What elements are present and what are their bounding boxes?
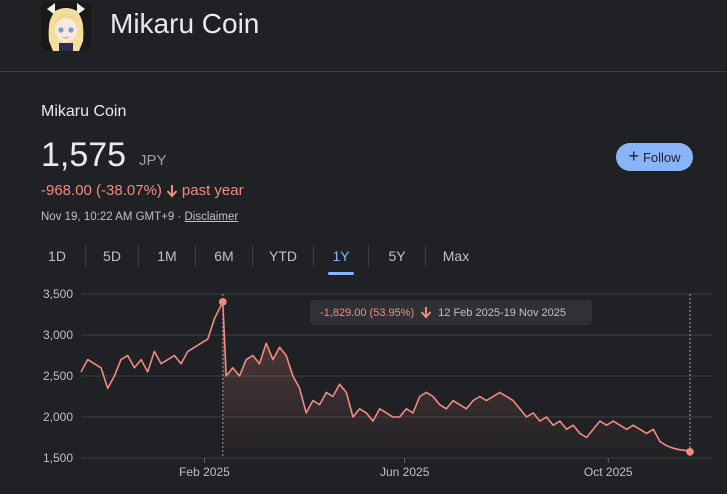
y-tick-label: 2,000 — [43, 410, 73, 424]
price-chart[interactable]: 3,500 3,000 2,500 2,000 1,500 Feb 2025 Jun 20… — [0, 280, 727, 494]
current-price-point[interactable] — [686, 448, 694, 456]
change-value: -968.00 (-38.07%) — [41, 182, 162, 199]
x-tick-label: Oct 2025 — [584, 465, 633, 479]
x-tick-label: Jun 2025 — [380, 465, 430, 479]
y-tick-label: 1,500 — [43, 451, 73, 465]
tab-divider — [195, 245, 196, 267]
coin-avatar — [41, 1, 91, 51]
app-header: Mikaru Coin — [0, 0, 727, 72]
tooltip-change: -1,829.00 (53.95%) — [320, 306, 415, 319]
tab-divider — [85, 245, 86, 267]
timestamp: Nov 19, 10:22 AM GMT+9 · — [41, 211, 185, 223]
quote-meta: Nov 19, 10:22 AM GMT+9 · Disclaimer — [41, 211, 238, 223]
asset-name: Mikaru Coin — [41, 103, 127, 120]
arrow-down-icon — [166, 184, 178, 197]
tab-5y[interactable]: 5Y — [388, 248, 406, 264]
price-change: -968.00 (-38.07%) past year — [41, 182, 244, 199]
tab-1m[interactable]: 1M — [157, 248, 177, 264]
change-period: past year — [181, 182, 244, 199]
currency-label: JPY — [139, 152, 167, 169]
price-line — [80, 301, 691, 453]
price-area — [222, 301, 691, 458]
selection-start-point[interactable] — [219, 298, 227, 306]
y-tick-label: 3,000 — [43, 328, 73, 342]
disclaimer-link[interactable]: Disclaimer — [184, 211, 239, 223]
tab-divider — [313, 245, 314, 267]
tab-ytd[interactable]: YTD — [269, 248, 297, 264]
follow-label: Follow — [642, 149, 681, 165]
tab-1d[interactable]: 1D — [48, 248, 66, 264]
x-axis: Feb 2025 Jun 2025 Oct 2025 — [179, 458, 633, 479]
x-tick-label: Feb 2025 — [179, 465, 230, 479]
tab-divider — [368, 245, 369, 267]
range-tabs: 1D 5D 1M 6M YTD 1Y 5Y Max — [40, 244, 475, 275]
tab-max[interactable]: Max — [442, 248, 470, 264]
current-price: 1,575 — [41, 136, 127, 174]
range-tooltip: -1,829.00 (53.95%) 12 Feb 2025-19 Nov 20… — [310, 300, 592, 325]
tab-divider — [138, 245, 139, 267]
tab-6m[interactable]: 6M — [214, 248, 234, 264]
arrow-down-icon — [420, 307, 432, 319]
y-tick-label: 2,500 — [43, 369, 73, 383]
y-tick-label: 3,500 — [43, 287, 73, 301]
tooltip-dates: 12 Feb 2025-19 Nov 2025 — [438, 306, 566, 319]
tab-divider — [252, 245, 253, 267]
header-title: Mikaru Coin — [110, 8, 260, 39]
y-axis: 3,500 3,000 2,500 2,000 1,500 — [43, 287, 73, 465]
anime-mascot-image — [41, 1, 91, 51]
follow-button[interactable]: + Follow — [616, 143, 693, 171]
tab-divider — [425, 245, 426, 267]
tab-1y[interactable]: 1Y — [325, 244, 357, 275]
plus-icon: + — [628, 146, 639, 166]
tab-5d[interactable]: 5D — [103, 248, 121, 264]
